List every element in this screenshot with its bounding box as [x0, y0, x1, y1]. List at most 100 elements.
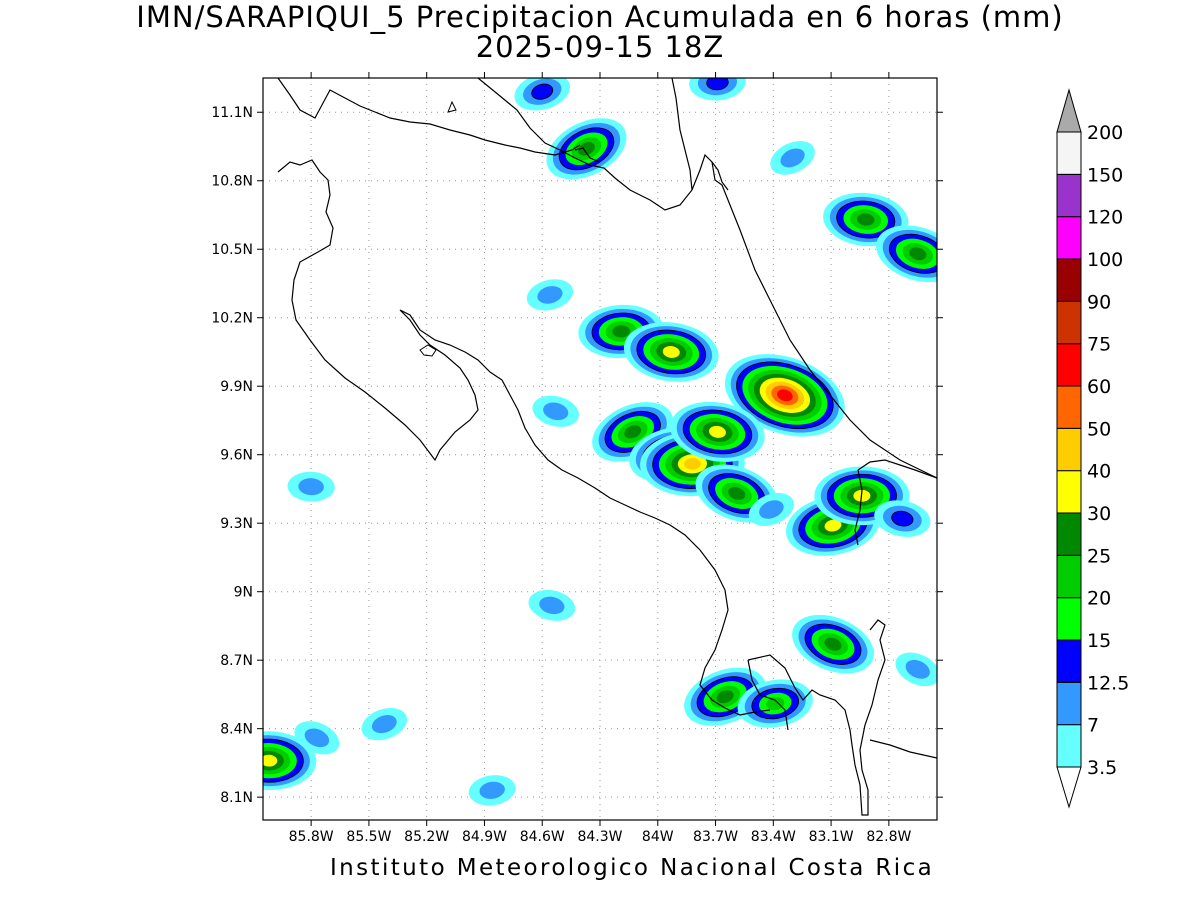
precip-contour [824, 637, 842, 651]
colorbar-label: 60 [1087, 376, 1111, 398]
lon-tick-label: 83.4W [751, 829, 796, 845]
colorbar-label: 200 [1087, 122, 1123, 144]
precip-cell [468, 775, 516, 806]
colorbar-label: 100 [1087, 249, 1123, 271]
precip-contour [662, 346, 680, 358]
colorbar-swatch [1056, 512, 1082, 556]
lat-tick-label: 10.5N [211, 242, 253, 258]
colorbar-swatch [1056, 427, 1082, 472]
colorbar: 3.5 7 12.5 15 20 25 30 40 50 60 75 90 100 120 150 200 [1056, 88, 1129, 809]
precip-cell [514, 78, 570, 111]
colorbar-swatch [1056, 258, 1082, 302]
coastline [869, 739, 937, 759]
precipitation-layer [263, 78, 937, 806]
precip-contour [539, 596, 565, 615]
precip-contour [304, 728, 330, 748]
lat-tick-label: 9.6N [220, 448, 253, 464]
coastline [477, 78, 937, 479]
precip-contour [624, 425, 642, 439]
island [447, 100, 457, 113]
coastline [277, 159, 771, 716]
precip-contour [777, 389, 793, 402]
colorbar-swatch [1056, 554, 1082, 599]
precip-cell [874, 500, 931, 537]
lat-tick-label: 9.9N [220, 379, 253, 395]
lat-tick-label: 8.7N [220, 653, 253, 669]
coastline [711, 161, 729, 191]
colorbar-swatch [1056, 343, 1082, 387]
precip-cell [623, 322, 719, 382]
colorbar-swatch [1056, 300, 1082, 345]
colorbar-over-arrow [1056, 88, 1082, 133]
colorbar-label: 40 [1087, 461, 1111, 483]
lat-tick-label: 8.4N [220, 722, 253, 738]
map-title: IMN/SARAPIQUI_5 Precipitacion Acumulada … [136, 0, 1064, 34]
precip-contour [263, 754, 278, 767]
lat-tick-label: 10.2N [211, 311, 253, 327]
precip-contour [780, 148, 805, 168]
coastline [747, 659, 789, 731]
precip-cell [770, 141, 815, 175]
precip-contour [543, 402, 569, 421]
precip-contour [709, 425, 726, 438]
colorbar-swatch [1056, 131, 1082, 175]
precip-cell [895, 652, 937, 687]
precip-cell [792, 614, 874, 674]
colorbar-label: 25 [1087, 545, 1111, 567]
precip-contour [537, 286, 563, 304]
footer-credit: Instituto Meteorologico Nacional Costa R… [330, 855, 935, 881]
colorbar-label: 30 [1087, 503, 1111, 525]
colorbar-swatch [1056, 724, 1082, 768]
lon-tick-label: 84W [642, 829, 674, 845]
precip-cell [287, 471, 335, 502]
lon-tick-label: 84.9W [462, 829, 507, 845]
precip-cell [532, 395, 579, 427]
colorbar-swatch [1056, 216, 1082, 260]
precip-cell [361, 707, 408, 741]
colorbar-label: 15 [1087, 630, 1111, 652]
lat-tick-label: 8.1N [220, 790, 253, 806]
precip-contour [891, 510, 914, 527]
lon-tick-label: 85.2W [404, 829, 449, 845]
lon-tick-label: 85.5W [346, 829, 391, 845]
colorbar-label: 120 [1087, 207, 1123, 229]
coastline [671, 78, 693, 191]
colorbar-swatch [1056, 681, 1082, 726]
border [854, 469, 863, 546]
precip-contour [759, 500, 784, 519]
precip-cell [689, 78, 746, 101]
colorbar-label: 12.5 [1087, 672, 1129, 694]
colorbar-under-arrow [1056, 766, 1082, 809]
colorbar-swatch [1056, 470, 1082, 514]
lon-tick-label: 84.6W [520, 829, 565, 845]
colorbar-swatch [1056, 173, 1082, 218]
precip-cell [670, 401, 765, 462]
precip-contour [905, 659, 930, 679]
coastline [574, 147, 601, 163]
precip-contour [479, 781, 505, 799]
precip-contour [716, 690, 734, 704]
precip-contour [766, 697, 785, 710]
colorbar-swatch [1056, 597, 1082, 641]
precip-cell [724, 354, 845, 437]
precip-cell [546, 118, 627, 180]
precip-contour [578, 142, 595, 156]
lon-tick-label: 82.8W [866, 829, 911, 845]
precip-contour [856, 213, 875, 226]
coastline-layer [277, 78, 937, 816]
lat-tick-label: 9.3N [220, 516, 253, 532]
colorbar-label: 75 [1087, 334, 1111, 356]
lon-tick-label: 83.7W [693, 829, 738, 845]
precip-contour [909, 247, 927, 261]
precip-cell [526, 279, 574, 311]
precip-cell [528, 589, 576, 621]
lon-tick-label: 84.3W [577, 829, 622, 845]
colorbar-label: 20 [1087, 588, 1111, 610]
precip-contour [728, 487, 746, 500]
axis-ticks: 85.8W 85.5W 85.2W 84.9W 84.6W 84.3W 84W 83.7W 83… [211, 72, 943, 845]
precip-contour [531, 83, 554, 100]
precip-contour [298, 478, 324, 496]
precip-contour [824, 519, 842, 532]
precip-cell [294, 721, 340, 755]
